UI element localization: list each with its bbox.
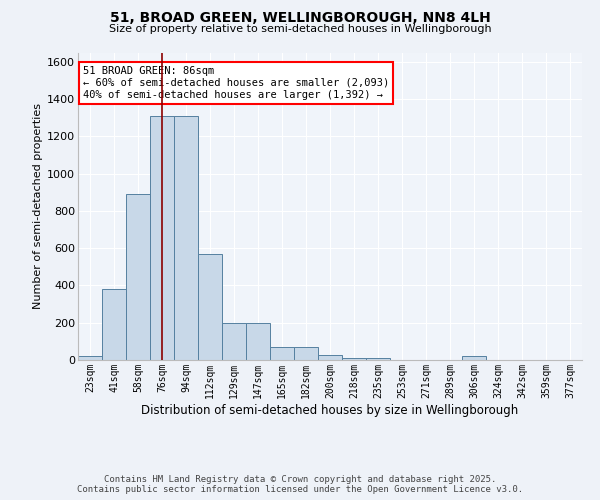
Bar [126,194,150,360]
Text: Size of property relative to semi-detached houses in Wellingborough: Size of property relative to semi-detach… [109,24,491,34]
Bar [462,356,486,360]
Text: Contains HM Land Registry data © Crown copyright and database right 2025.
Contai: Contains HM Land Registry data © Crown c… [77,474,523,494]
Bar [102,289,126,360]
Bar [78,356,102,360]
X-axis label: Distribution of semi-detached houses by size in Wellingborough: Distribution of semi-detached houses by … [142,404,518,416]
Bar [198,254,222,360]
Bar [270,347,294,360]
Text: 51, BROAD GREEN, WELLINGBOROUGH, NN8 4LH: 51, BROAD GREEN, WELLINGBOROUGH, NN8 4LH [110,11,490,25]
Bar [294,347,318,360]
Bar [174,116,198,360]
Bar [342,358,366,360]
Bar [366,358,390,360]
Y-axis label: Number of semi-detached properties: Number of semi-detached properties [33,104,43,309]
Bar [246,322,270,360]
Bar [150,116,174,360]
Bar [222,322,246,360]
Text: 51 BROAD GREEN: 86sqm
← 60% of semi-detached houses are smaller (2,093)
40% of s: 51 BROAD GREEN: 86sqm ← 60% of semi-deta… [83,66,389,100]
Bar [318,356,342,360]
